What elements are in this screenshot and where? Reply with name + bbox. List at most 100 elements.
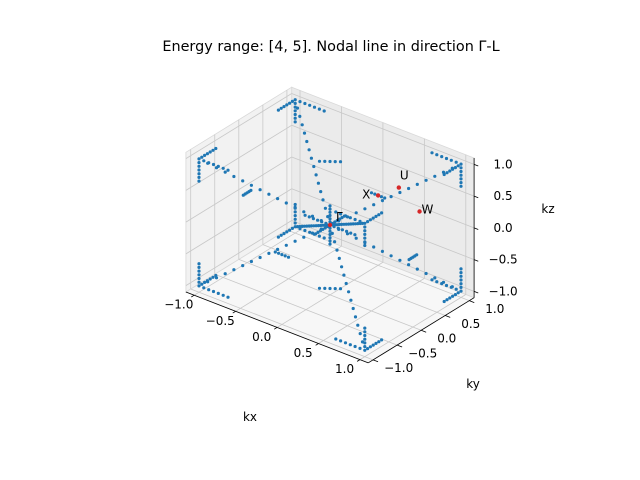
nodal-point (203, 153, 207, 157)
nodal-point (290, 99, 294, 103)
nodal-point (328, 229, 332, 233)
grid-line (359, 294, 467, 360)
nodal-point (342, 222, 346, 226)
nodal-point (373, 192, 377, 196)
nodal-point (226, 168, 230, 172)
nodal-point (323, 286, 327, 290)
nodal-point (354, 211, 358, 215)
nodal-point (454, 160, 458, 164)
x-tick (273, 327, 278, 330)
nodal-point (379, 195, 383, 199)
nodal-point (276, 108, 280, 112)
nodal-point (459, 173, 463, 177)
nodal-point (339, 212, 343, 216)
nodal-point (448, 296, 452, 300)
nodal-point (328, 286, 332, 291)
nodal-point (308, 103, 312, 107)
nodal-point (433, 174, 437, 178)
nodal-point (267, 192, 271, 196)
nodal-point (293, 98, 297, 102)
nodal-point (302, 131, 307, 135)
nodal-point (377, 340, 381, 344)
nodal-point (380, 211, 384, 215)
nodal-point (445, 298, 449, 302)
z-tick (473, 290, 479, 294)
nodal-point (349, 298, 353, 302)
nodal-point (333, 220, 337, 224)
nodal-point (335, 223, 339, 227)
y-tick-label: −0.5 (408, 346, 437, 360)
nodal-point (300, 123, 304, 127)
nodal-point (316, 181, 320, 185)
nodal-point (356, 323, 360, 327)
y-axis-label: ky (466, 377, 480, 391)
nodal-point (293, 105, 297, 109)
nodal-point (453, 166, 457, 170)
nodal-point (345, 232, 350, 236)
nodal-point (442, 299, 446, 304)
nodal-point (307, 215, 311, 219)
nodal-point (353, 315, 358, 319)
nodal-point (380, 249, 384, 253)
nodal-point (328, 210, 332, 214)
nodal-point (202, 159, 206, 163)
nodal-point (311, 217, 315, 221)
nodal-point (305, 224, 309, 228)
high-symmetry-marker (327, 222, 333, 228)
nodal-point (328, 242, 332, 246)
nodal-point (286, 255, 291, 259)
nodal-point (293, 221, 297, 225)
nodal-point (389, 254, 393, 258)
nodal-point (444, 156, 449, 161)
nodal-point (372, 245, 376, 249)
nodal-point (340, 228, 344, 232)
nodal-point (197, 168, 201, 172)
y-tick-label: 1.0 (485, 302, 504, 316)
nodal-point (342, 214, 346, 218)
nodal-point (320, 220, 324, 224)
nodal-point (282, 105, 286, 109)
nodal-point (335, 219, 339, 223)
high-symmetry-label: W (422, 203, 434, 217)
nodal-point (232, 268, 236, 272)
nodal-point (302, 224, 307, 228)
z-tick (473, 227, 479, 230)
nodal-point (424, 271, 428, 276)
nodal-point (363, 348, 367, 352)
nodal-point (309, 224, 313, 228)
nodal-point (445, 171, 449, 175)
nodal-point (197, 284, 201, 288)
nodal-point (321, 223, 325, 227)
nodal-point (340, 222, 344, 226)
nodal-point (356, 222, 360, 226)
nodal-point (293, 120, 297, 124)
nodal-point (449, 285, 453, 289)
nodal-point (216, 291, 220, 295)
nodal-point (340, 265, 344, 269)
nodal-point (197, 269, 201, 273)
nodal-point (300, 224, 304, 228)
nodal-point (282, 232, 286, 236)
nodal-point (363, 240, 367, 244)
nodal-point (424, 178, 428, 182)
nodal-point (363, 333, 367, 338)
nodal-point (353, 233, 357, 237)
nodal-point (442, 172, 446, 177)
nodal-point (321, 227, 325, 231)
nodal-point (197, 157, 201, 161)
x-tick (356, 359, 361, 362)
nodal-point (293, 109, 297, 113)
nodal-point (363, 229, 367, 233)
nodal-point (363, 243, 367, 248)
nodal-point (197, 175, 201, 179)
grid-line (318, 278, 425, 344)
x-tick (315, 343, 319, 346)
nodal-point (293, 202, 297, 207)
nodal-point (284, 201, 288, 205)
nodal-point (371, 343, 375, 347)
nodal-point (407, 263, 411, 267)
nodal-point (216, 164, 220, 168)
nodal-point (328, 207, 332, 211)
nodal-point (258, 255, 262, 260)
nodal-point (323, 159, 327, 163)
